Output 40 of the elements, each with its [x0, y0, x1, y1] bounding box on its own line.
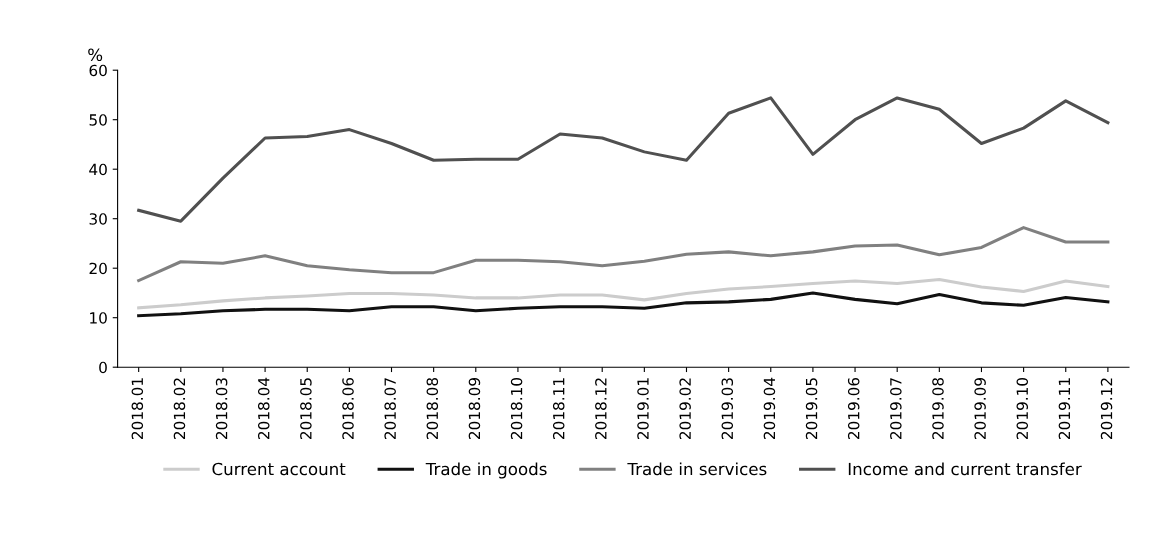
x-tick-label: 2019.06	[847, 377, 860, 439]
x-tick-label: 2018.03	[215, 378, 228, 439]
x-tick-label: 2019.07	[890, 378, 902, 439]
x-tick-label: 2018.08	[426, 377, 439, 439]
y-tick-label: 10	[90, 312, 107, 324]
y-tick-label: 60	[89, 64, 107, 77]
line-series	[137, 96, 1110, 223]
x-tick-label: 2019.05	[805, 378, 818, 439]
x-tick-label: 2018.06	[342, 377, 354, 439]
line-series	[137, 226, 1110, 283]
x-tick-label: 2019.08	[932, 377, 944, 439]
y-axis-title: %	[88, 48, 103, 62]
x-tick-label: 2018.07	[384, 378, 396, 439]
x-tick-label: 2018.05	[300, 378, 312, 439]
y-tick-label: 30	[89, 213, 107, 225]
x-tick-label: 2019.03	[721, 378, 734, 439]
legend-label: Trade in services	[627, 462, 767, 476]
x-tick-label: 2018.09	[468, 378, 481, 439]
y-tick-label: 40	[89, 163, 107, 176]
legend-label: Current account	[212, 462, 346, 476]
line-series	[137, 278, 1110, 310]
x-tick-label: 2018.04	[257, 377, 270, 439]
x-tick-label: 2019.12	[1100, 378, 1113, 439]
x-tick-label: 2018.11	[552, 378, 565, 439]
x-tick-label: 2018.02	[173, 378, 186, 439]
x-tick-label: 2019.04	[763, 377, 776, 439]
y-tick-label: 50	[89, 114, 107, 126]
x-tick-label: 2019.11	[1058, 378, 1071, 439]
line-series	[137, 291, 1110, 318]
x-tick-label: 2018.10	[510, 377, 523, 439]
legend-label: Trade in goods	[425, 462, 547, 479]
x-tick-label: 2019.09	[974, 378, 986, 439]
x-tick-label: 2019.01	[637, 378, 649, 439]
x-tick-label: 2019.02	[679, 378, 691, 439]
y-tick-label: 20	[89, 262, 107, 275]
legend-label: Income and current transfer	[848, 462, 1082, 476]
x-tick-label: 2018.01	[131, 378, 144, 439]
x-tick-label: 2019.10	[1016, 377, 1029, 439]
y-tick-label: 0	[99, 361, 107, 374]
x-tick-label: 2018.12	[595, 378, 607, 439]
